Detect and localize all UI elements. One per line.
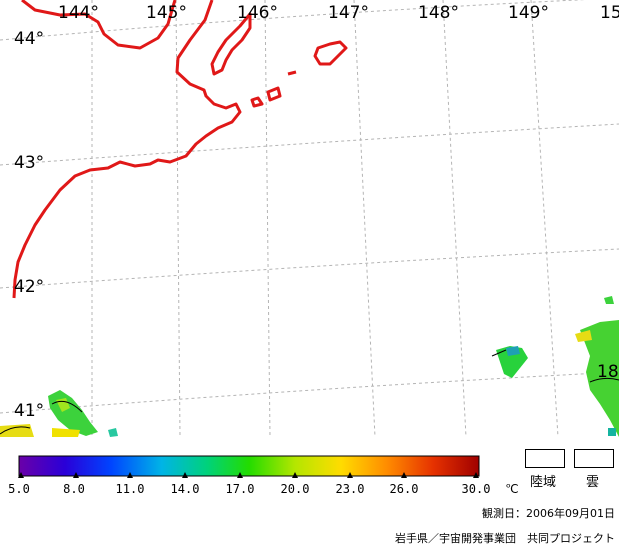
colorbar <box>18 455 480 477</box>
observation-date: 観測日：2006年09月01日 <box>482 507 615 520</box>
lat-label-41: 41° <box>14 401 44 421</box>
tick-marker <box>347 472 353 478</box>
meridian-149 <box>530 0 559 437</box>
lon-label-150: 15 <box>600 3 619 23</box>
legend <box>0 437 619 546</box>
lon-label-146: 146° <box>237 3 278 23</box>
sst-map: 18 144° 145° 146° 147° 148° 149° 15 44° … <box>0 0 619 437</box>
sst-patch-yellow <box>52 428 80 437</box>
sst-patch-east-cool <box>506 346 520 356</box>
lon-label-148: 148° <box>418 3 459 23</box>
coastline <box>12 0 348 299</box>
coast-hokkaido-north <box>21 0 177 50</box>
tick-marker <box>292 472 298 478</box>
tick-label: 17.0 <box>225 482 255 496</box>
parallel-43 <box>0 123 619 166</box>
sst-patch-corner <box>608 428 616 436</box>
lon-label-149: 149° <box>508 3 549 23</box>
tick-label: 5.0 <box>8 482 30 496</box>
lat-label-44: 44° <box>14 29 44 49</box>
meridian-147 <box>353 0 376 437</box>
parallel-41 <box>0 371 619 414</box>
lon-label-147: 147° <box>328 3 369 23</box>
contour-line-coast <box>0 426 31 435</box>
parallel-42 <box>0 248 619 289</box>
tick-label: 26.0 <box>389 482 419 496</box>
lat-label-42: 42° <box>14 277 44 297</box>
tick-label: 30.0 <box>461 482 491 496</box>
etorofu-island <box>313 40 348 66</box>
tick-marker <box>473 472 479 478</box>
tick-marker <box>73 472 79 478</box>
colorbar-svg <box>18 455 480 477</box>
meridian-146 <box>264 0 271 437</box>
sst-patch-small <box>108 428 118 437</box>
lat-label-43: 43° <box>14 153 44 173</box>
tick-label: 8.0 <box>63 482 85 496</box>
cloud-swatch <box>574 449 614 468</box>
unit-label: ℃ <box>505 482 519 496</box>
lon-label-144: 144° <box>58 3 99 23</box>
tick-marker <box>127 472 133 478</box>
land-swatch <box>525 449 565 468</box>
tick-label: 20.0 <box>280 482 310 496</box>
sst-patch-far-east <box>580 320 619 437</box>
graticule <box>0 0 619 437</box>
contour-line-east <box>491 349 507 357</box>
credit-text: 岩手県／宇宙開発事業団 共同プロジェクト <box>395 532 615 545</box>
tick-label: 11.0 <box>115 482 145 496</box>
tick-marker <box>182 472 188 478</box>
map-canvas: 18 144° 145° 146° 147° 148° 149° 15 44° … <box>0 0 619 437</box>
lon-label-145: 145° <box>146 3 187 23</box>
contour-line-far-east <box>589 377 619 383</box>
coast-hokkaido-east <box>12 0 242 299</box>
islet <box>287 70 297 76</box>
tick-label: 23.0 <box>335 482 365 496</box>
meridian-148 <box>442 0 467 437</box>
contours <box>0 349 619 435</box>
tick-marker <box>401 472 407 478</box>
tick-label: 14.0 <box>170 482 200 496</box>
habomai-island <box>266 86 282 102</box>
tick-marker <box>237 472 243 478</box>
contour-label: 18 <box>597 362 619 382</box>
sst-patch-far-east-warm <box>575 330 592 342</box>
land-label: 陸域 <box>530 475 557 490</box>
cloud-label: 雲 <box>586 475 600 490</box>
kunashiri-island <box>210 12 252 76</box>
tick-marker <box>18 472 24 478</box>
contour-line-west <box>51 400 83 413</box>
sst-patches <box>0 296 619 437</box>
shikotan-island <box>250 96 264 108</box>
sst-patch-north <box>604 296 614 304</box>
